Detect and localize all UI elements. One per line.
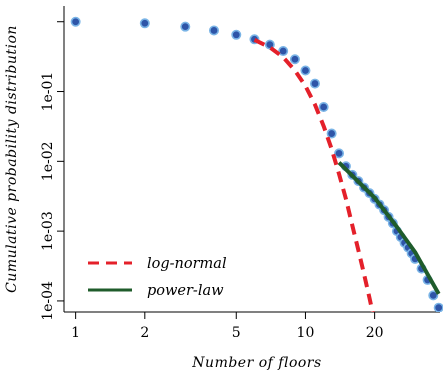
data-point: [278, 46, 289, 57]
legend: log-normal power-law: [88, 256, 227, 299]
data-point: [289, 54, 300, 65]
data-point: [139, 18, 150, 29]
data-point: [326, 128, 337, 139]
data-point: [433, 302, 443, 312]
legend-label-power-law: power-law: [147, 283, 224, 299]
x-tick-label: 20: [366, 325, 384, 341]
x-axis-label: Number of floors: [191, 355, 321, 371]
axes: 1 2 5 10 20 1e-01 1e-02 1e-03 1e-04: [40, 6, 440, 341]
data-point: [334, 148, 345, 159]
x-tick-label: 1: [71, 325, 80, 341]
data-point: [300, 65, 311, 76]
data-point: [180, 21, 191, 32]
y-tick-label: 1e-04: [40, 281, 56, 321]
y-tick-label: 1e-02: [40, 141, 56, 181]
series-line-power-law: [337, 161, 441, 295]
data-point: [428, 290, 439, 301]
x-tick-label: 10: [297, 325, 315, 341]
y-tick-label: 1e-01: [40, 72, 56, 112]
legend-label-log-normal: log-normal: [147, 256, 227, 272]
data-point: [231, 29, 242, 40]
series-line-log-normal: [253, 38, 375, 312]
y-axis-label: Cumulative probability distribution: [4, 25, 20, 293]
data-point: [208, 25, 219, 36]
data-point: [318, 102, 329, 113]
data-point: [70, 16, 81, 27]
x-tick-label: 2: [140, 325, 149, 341]
x-tick-label: 5: [232, 325, 241, 341]
plot-area: [70, 16, 443, 312]
data-point: [309, 78, 320, 89]
y-tick-label: 1e-03: [40, 211, 56, 251]
